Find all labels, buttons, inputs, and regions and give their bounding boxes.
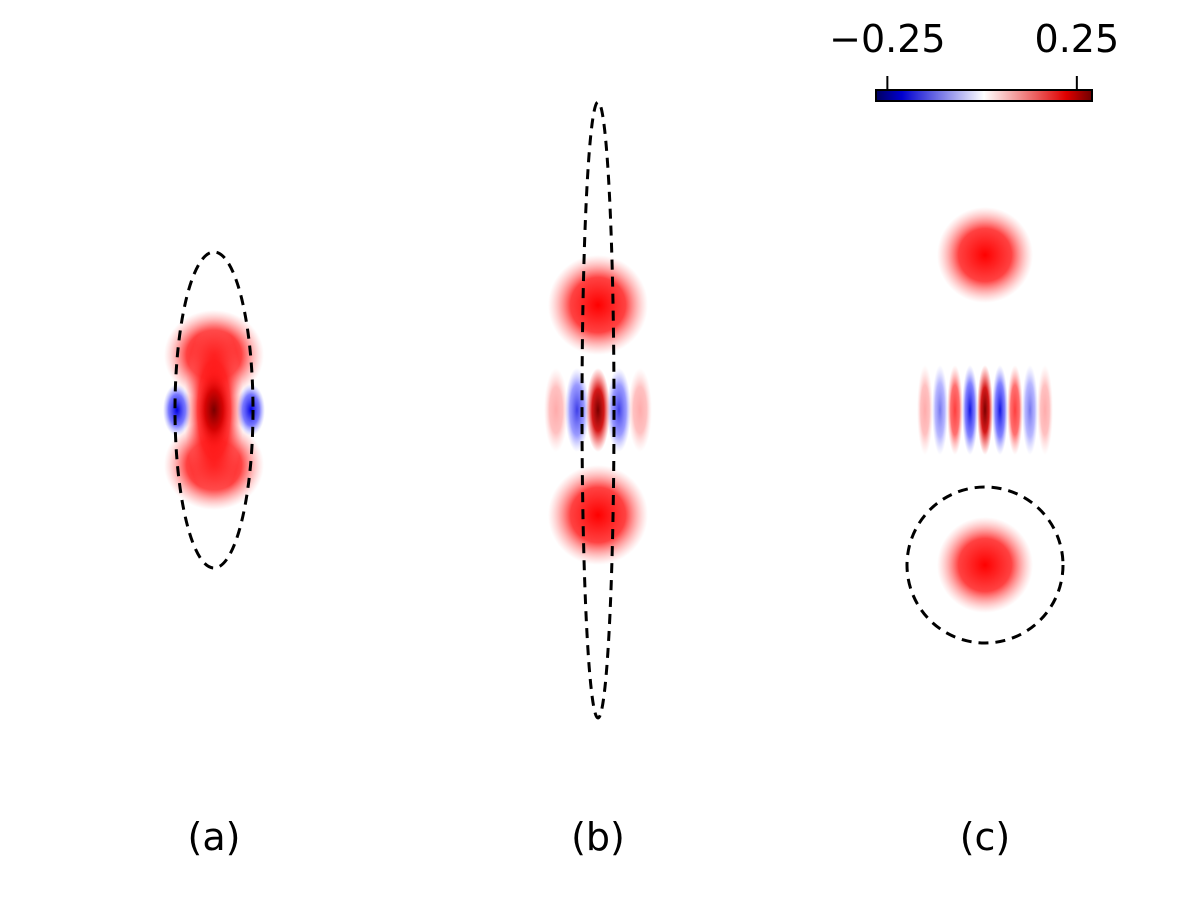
fringe <box>992 365 1008 455</box>
lobe <box>548 255 648 355</box>
panel-b <box>544 100 652 720</box>
panel-a <box>163 250 265 570</box>
fringe <box>607 368 631 452</box>
fringe <box>962 365 978 455</box>
fringe <box>977 365 993 455</box>
fringe <box>917 365 933 455</box>
fringe <box>1022 365 1038 455</box>
fringe <box>586 368 610 452</box>
lobe <box>937 517 1033 613</box>
fringe <box>565 368 589 452</box>
contour <box>580 100 616 720</box>
contour <box>173 250 255 570</box>
fringe <box>628 368 652 452</box>
colorbar <box>875 89 1093 102</box>
lobe <box>548 465 648 565</box>
fringe <box>544 368 568 452</box>
fringe <box>1037 365 1053 455</box>
lobe <box>937 207 1033 303</box>
panel-c <box>905 207 1065 645</box>
fringe <box>947 365 963 455</box>
colorbar-tick-label: 0.25 <box>1035 17 1120 61</box>
panel-label: (b) <box>571 815 625 859</box>
negative <box>237 384 265 436</box>
panel-label: (a) <box>188 815 241 859</box>
colorbar-tick-label: −0.25 <box>829 17 945 61</box>
panel-label: (c) <box>960 815 1011 859</box>
fringe <box>1007 365 1023 455</box>
negative <box>163 384 191 436</box>
colorbar-frame <box>875 89 1093 102</box>
contour <box>905 485 1065 645</box>
fringe <box>932 365 948 455</box>
core <box>196 370 232 450</box>
